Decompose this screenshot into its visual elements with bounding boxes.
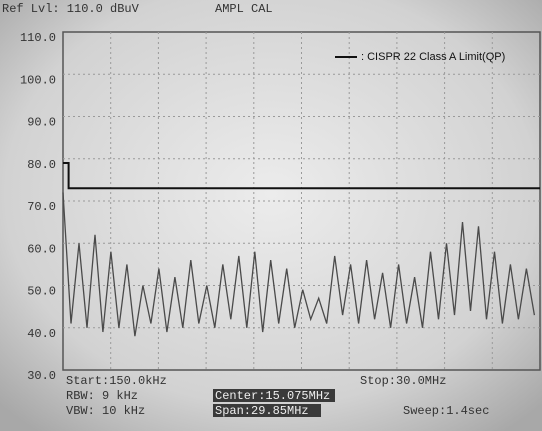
vbw: VBW: 10 kHz xyxy=(66,404,145,418)
start-freq: Start:150.0kHz xyxy=(66,374,167,388)
y-tick-label: 50.0 xyxy=(27,285,56,299)
legend-label: : CISPR 22 Class A Limit(QP) xyxy=(361,51,505,63)
y-tick-label: 40.0 xyxy=(27,327,56,341)
y-tick-label: 100.0 xyxy=(20,73,56,87)
stop-freq: Stop:30.0MHz xyxy=(360,374,446,388)
sweep-time: Sweep:1.4sec xyxy=(403,404,489,418)
center-freq: Center:15.075MHz xyxy=(215,389,330,403)
span: Span:29.85MHz xyxy=(215,404,309,418)
y-tick-label: 60.0 xyxy=(27,242,56,256)
page: Ref Lvl: 110.0 dBuV AMPL CAL Start:150.0… xyxy=(0,0,542,431)
y-tick-label: 70.0 xyxy=(27,200,56,214)
y-tick-label: 80.0 xyxy=(27,158,56,172)
chart: Ref Lvl: 110.0 dBuV AMPL CAL Start:150.0… xyxy=(0,0,542,431)
ref-level: Ref Lvl: 110.0 dBuV xyxy=(2,2,140,16)
y-tick-label: 90.0 xyxy=(27,116,56,130)
rbw: RBW: 9 kHz xyxy=(66,389,138,403)
mode: AMPL CAL xyxy=(215,2,273,16)
y-tick-label: 30.0 xyxy=(27,369,56,383)
y-tick-label: 110.0 xyxy=(20,31,56,45)
screen xyxy=(0,0,542,431)
